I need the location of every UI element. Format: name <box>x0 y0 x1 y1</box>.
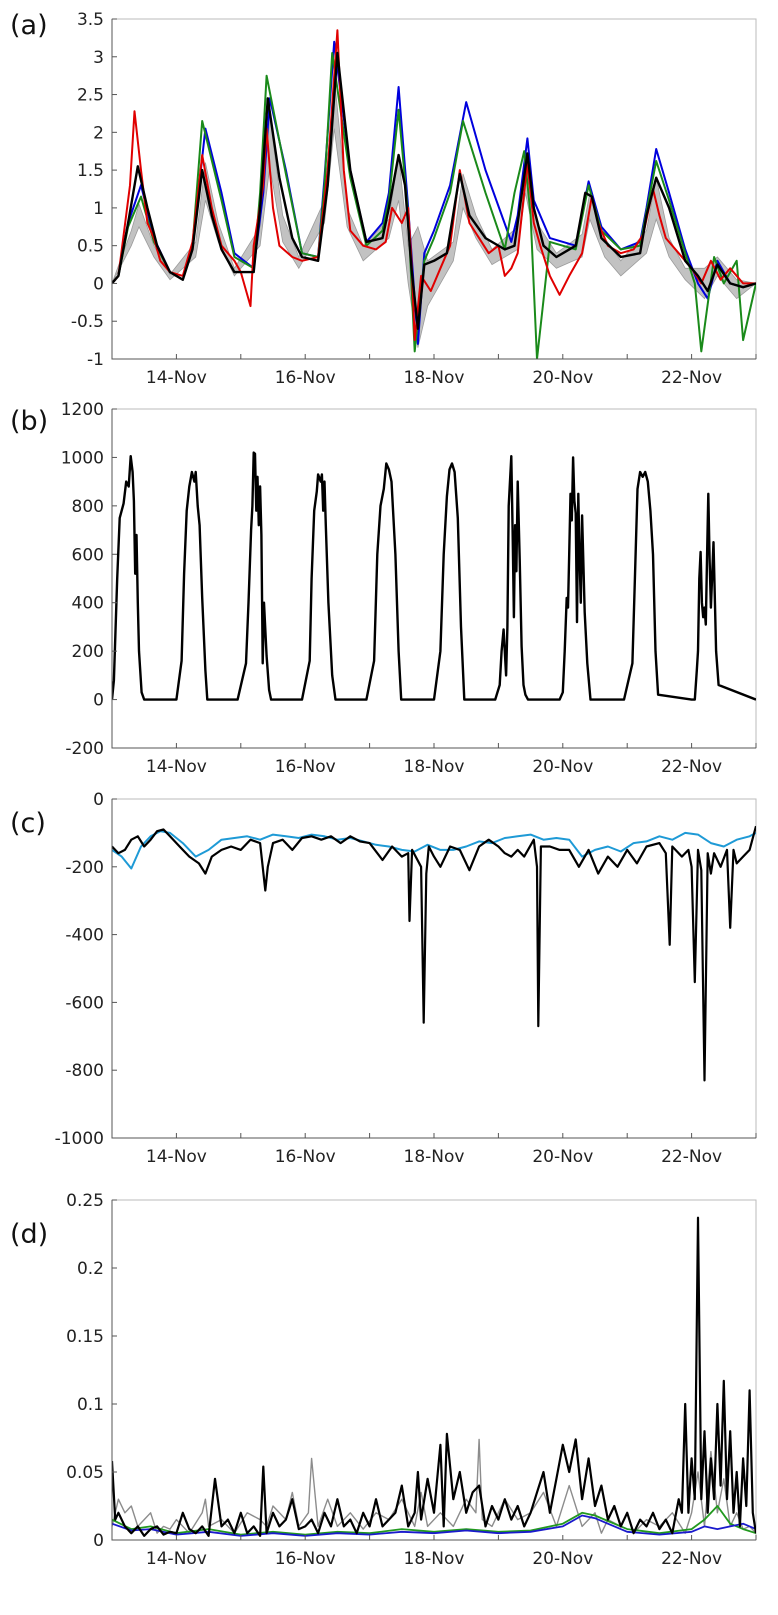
panel-a-plot-area <box>112 29 756 359</box>
panel-d-x-tick-label: 16-Nov <box>275 1549 336 1569</box>
panel-a-y-tick-label: 3 <box>93 48 104 68</box>
panel-d-y-tick-label: 0.15 <box>66 1327 104 1347</box>
panel-b-x-tick-label: 22-Nov <box>661 757 722 777</box>
panel-a-y-tick-label: -0.5 <box>71 312 104 332</box>
panel-d-label: (d) <box>10 1219 48 1250</box>
panel-b-y-tick-label: -200 <box>65 739 104 759</box>
panel-b-x-tick-label: 20-Nov <box>532 757 593 777</box>
panel-d-series-line-4 <box>112 1216 756 1537</box>
panel-c-y-tick-label: -1000 <box>55 1129 104 1149</box>
panel-a-x-tick-label: 14-Nov <box>146 368 207 388</box>
panel-c-series-line-1 <box>112 830 756 870</box>
panel-a-y-tick-label: 2.5 <box>77 86 104 106</box>
panel-c-x-tick-label: 20-Nov <box>532 1147 593 1167</box>
panel-c-plot-area <box>112 825 756 1082</box>
panel-c-chart: -1000 -800 -600 -400 -200 0 14-Nov 16-Nov 18-Nov… <box>55 790 757 1167</box>
panel-a-y-tick-label: 0 <box>93 274 104 294</box>
panel-b-label: (b) <box>10 406 48 437</box>
panel-b-y-tick-label: 600 <box>72 545 104 565</box>
panel-c-y-tick-label: 0 <box>93 790 104 810</box>
panel-d-x-tick-label: 22-Nov <box>661 1549 722 1569</box>
panel-d-series-line-3 <box>112 1514 756 1537</box>
panel-c-y-tick-label: -200 <box>65 858 104 878</box>
panel-a-series-line-2 <box>112 52 756 359</box>
panel-d-y-tick-label: 0.05 <box>66 1463 104 1483</box>
panel-b-x-tick-label: 16-Nov <box>275 757 336 777</box>
panel-b: (b) -200 0 200 400 600 800 1000 1200 14-Nov 16-No… <box>10 400 757 777</box>
panel-b-y-tick-label: 400 <box>72 594 104 614</box>
panel-b-y-tick-label: 200 <box>72 642 104 662</box>
panel-b-x-tick-label: 14-Nov <box>146 757 207 777</box>
panel-a-series-line-4 <box>112 51 756 330</box>
panel-a-series-line-3 <box>112 29 756 342</box>
panel-c-label: (c) <box>10 808 46 839</box>
panel-a-y-tick-label: 0.5 <box>77 237 104 257</box>
panel-d-y-tick-label: 0 <box>93 1531 104 1551</box>
panel-b-chart: -200 0 200 400 600 800 1000 1200 14-Nov 16-Nov 18-… <box>61 400 757 777</box>
panel-c-series-line-2 <box>112 825 756 1082</box>
panel-d-plot-area <box>112 1216 756 1537</box>
panel-c-x-tick-label: 18-Nov <box>404 1147 465 1167</box>
panel-d-y-tick-label: 0.25 <box>66 1191 104 1211</box>
panel-b-y-tick-label: 1000 <box>61 448 104 468</box>
panel-a-y-tick-label: 3.5 <box>77 10 104 30</box>
panel-c-y-tick-label: -400 <box>65 926 104 946</box>
panel-d-series-line-2 <box>112 1505 756 1536</box>
panel-a-x-tick-label: 20-Nov <box>532 368 593 388</box>
panel-c-x-tick-label: 16-Nov <box>275 1147 336 1167</box>
panel-a-x-tick-label: 18-Nov <box>404 368 465 388</box>
panel-b-series-line-1 <box>112 451 756 701</box>
panel-c-x-tick-label: 14-Nov <box>146 1147 207 1167</box>
panel-a-y-tick-label: -1 <box>87 350 104 370</box>
panel-c-y-tick-label: -800 <box>65 1061 104 1081</box>
panel-d-y-tick-label: 0.2 <box>77 1259 104 1279</box>
panel-d-chart: 0 0.05 0.1 0.15 0.2 0.25 14-Nov 16-Nov 18-Nov 20-… <box>66 1191 757 1569</box>
panel-d-x-tick-label: 18-Nov <box>404 1549 465 1569</box>
panel-a-series-line-1 <box>112 40 756 345</box>
panel-a-y-tick-label: 1 <box>93 199 104 219</box>
panel-d-y-tick-label: 0.1 <box>77 1395 104 1415</box>
panel-b-x-tick-label: 18-Nov <box>404 757 465 777</box>
panel-b-y-tick-label: 0 <box>93 691 104 711</box>
panel-d-x-tick-label: 20-Nov <box>532 1549 593 1569</box>
panel-c-y-tick-label: -600 <box>65 993 104 1013</box>
panel-c-x-tick-label: 22-Nov <box>661 1147 722 1167</box>
panel-a-label: (a) <box>10 10 48 41</box>
panel-b-y-tick-label: 800 <box>72 497 104 517</box>
panel-a-y-tick-label: 2 <box>93 123 104 143</box>
panel-a: (a) -1 -0.5 0 0.5 1 1.5 2 2.5 3 3.5 14-Nov 16-Nov 18… <box>10 10 757 388</box>
panel-a-x-tick-label: 22-Nov <box>661 368 722 388</box>
panel-c: (c) -1000 -800 -600 -400 -200 0 14-Nov 16-Nov 18… <box>10 790 757 1167</box>
panel-d-x-tick-label: 14-Nov <box>146 1549 207 1569</box>
panel-a-x-tick-label: 16-Nov <box>275 368 336 388</box>
panel-b-y-tick-label: 1200 <box>61 400 104 420</box>
panel-d: (d) 0 0.05 0.1 0.15 0.2 0.25 14-Nov 16-Nov 18-No… <box>10 1191 757 1569</box>
panel-b-plot-area <box>112 451 756 701</box>
panel-a-chart: -1 -0.5 0 0.5 1 1.5 2 2.5 3 3.5 14-Nov 16-Nov 18-Nov… <box>71 10 757 388</box>
panel-a-y-tick-label: 1.5 <box>77 161 104 181</box>
